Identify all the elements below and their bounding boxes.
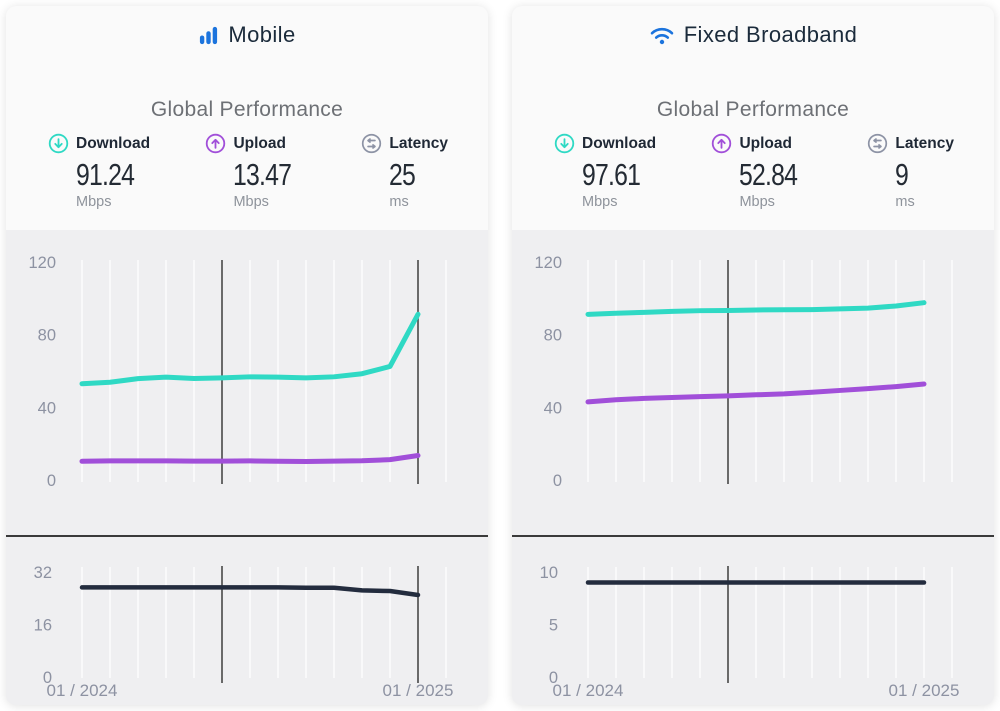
- upload-arrow-icon: [711, 133, 732, 154]
- y-axis-tick-label: 120: [534, 254, 562, 272]
- mobile-latency-chart[interactable]: 0 16 32 01 / 2024 01 / 2025: [6, 537, 488, 705]
- wifi-icon: [649, 25, 675, 46]
- x-axis-tick-label: 01 / 2025: [383, 681, 454, 700]
- stat-unit: Mbps: [76, 194, 112, 210]
- global-performance-title: Global Performance: [150, 98, 344, 121]
- x-axis-tick-label: 01 / 2024: [47, 681, 118, 700]
- stat-latency: Latency 25 ms: [361, 133, 448, 210]
- fixed-broadband-panel: Fixed Broadband Global Performance Downl…: [512, 6, 994, 705]
- mobile-signal-bars-icon: [198, 25, 219, 46]
- stat-download: Download 97.61 Mbps: [554, 133, 656, 210]
- stat-value: 52.84: [739, 157, 798, 192]
- stat-unit: Mbps: [582, 194, 618, 210]
- stat-value: 13.47: [233, 157, 292, 192]
- stat-value: 9: [895, 157, 909, 192]
- stat-value: 91.24: [76, 157, 135, 192]
- y-axis-tick-label: 40: [544, 399, 562, 417]
- panel-title: Fixed Broadband: [683, 22, 858, 47]
- fixed-title-row: Fixed Broadband: [512, 22, 994, 48]
- download-line: [79, 311, 421, 387]
- fixed-panel-header: Fixed Broadband Global Performance Downl…: [512, 6, 994, 230]
- y-axis-tick-label: 5: [549, 617, 558, 635]
- y-axis-tick-label: 16: [34, 617, 52, 635]
- stat-unit: Mbps: [233, 194, 269, 210]
- stat-unit: ms: [895, 194, 915, 210]
- y-axis-tick-label: 0: [47, 472, 56, 490]
- stat-label: Latency: [895, 134, 954, 152]
- download-line: [585, 300, 927, 317]
- stat-value: 25: [389, 157, 416, 192]
- y-axis-tick-label: 10: [540, 564, 558, 582]
- y-axis-tick-label: 0: [43, 669, 52, 687]
- x-axis-tick-label: 01 / 2024: [553, 681, 624, 700]
- stat-label: Download: [76, 134, 151, 152]
- stat-download: Download 91.24 Mbps: [48, 133, 150, 210]
- fixed-stats-row: Download 97.61 Mbps Upload 52.84 Mbps: [554, 133, 954, 210]
- mobile-speed-chart[interactable]: 0 40 80 120: [6, 230, 488, 537]
- upload-arrow-icon: [205, 133, 226, 154]
- stat-upload: Upload 52.84 Mbps: [711, 133, 812, 210]
- latency-icon: [867, 133, 888, 154]
- x-axis-tick-label: 01 / 2025: [889, 681, 960, 700]
- y-axis-tick-label: 0: [549, 669, 558, 687]
- panel-title: Mobile: [228, 22, 296, 47]
- stat-upload: Upload 13.47 Mbps: [205, 133, 306, 210]
- global-performance-title: Global Performance: [656, 98, 850, 121]
- mobile-panel: Mobile Global Performance Download 91.24…: [6, 6, 488, 705]
- mobile-title-row: Mobile: [6, 22, 488, 48]
- y-axis-tick-label: 32: [34, 564, 52, 582]
- stat-label: Upload: [739, 134, 792, 152]
- stat-latency: Latency 9 ms: [867, 133, 954, 210]
- stat-label: Upload: [233, 134, 286, 152]
- y-axis-tick-label: 40: [38, 399, 56, 417]
- fixed-speed-chart[interactable]: 0 40 80 120: [512, 230, 994, 537]
- stat-unit: ms: [389, 194, 409, 210]
- fixed-latency-chart[interactable]: 0 5 10 01 / 2024 01 / 2025: [512, 537, 994, 705]
- stat-value: 97.61: [582, 157, 641, 192]
- y-axis-tick-label: 80: [544, 327, 562, 345]
- mobile-panel-header: Mobile Global Performance Download 91.24…: [6, 6, 488, 230]
- upload-line: [585, 381, 927, 405]
- stat-label: Latency: [389, 134, 448, 152]
- download-arrow-icon: [48, 133, 69, 154]
- stat-label: Download: [582, 134, 657, 152]
- mobile-stats-row: Download 91.24 Mbps Upload 13.47 Mbps: [48, 133, 448, 210]
- y-axis-tick-label: 120: [28, 254, 56, 272]
- latency-line: [79, 585, 421, 598]
- upload-line: [79, 453, 421, 464]
- y-axis-tick-label: 0: [553, 472, 562, 490]
- latency-icon: [361, 133, 382, 154]
- y-axis-tick-label: 80: [38, 327, 56, 345]
- download-arrow-icon: [554, 133, 575, 154]
- stat-unit: Mbps: [739, 194, 775, 210]
